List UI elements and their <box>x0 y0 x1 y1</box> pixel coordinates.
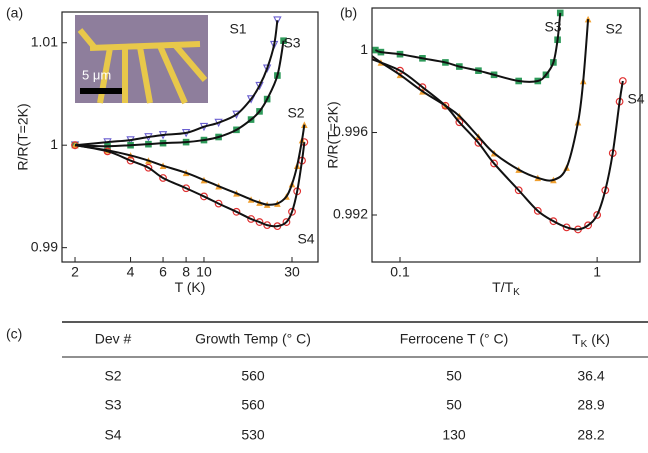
marker <box>533 206 542 215</box>
y-tick-label: 0.99 <box>31 238 58 254</box>
panel-label: (c) <box>6 326 22 342</box>
table-cell: 530 <box>241 427 265 443</box>
marker <box>71 141 79 149</box>
x-tick-label: 2 <box>71 264 79 280</box>
table-cell: 28.2 <box>577 427 604 443</box>
fit-line <box>74 20 279 147</box>
plot-frame <box>61 11 319 263</box>
x-tick-label: 8 <box>182 264 190 280</box>
marker <box>232 207 241 216</box>
marker <box>262 64 272 73</box>
series-label: S3 <box>283 35 300 51</box>
fit-line <box>74 124 306 206</box>
inset-image: 5 μm <box>75 15 208 105</box>
table-cell: 560 <box>241 368 265 384</box>
series-label: S4 <box>627 91 644 107</box>
header-unit: (K) <box>587 331 610 347</box>
table-header: Growth Temp (° C) <box>195 331 311 347</box>
x-tick-label: 10 <box>196 264 212 280</box>
series-label: S3 <box>544 19 561 35</box>
fit-line <box>374 12 562 83</box>
y-axis-label: R/R(T=2K) <box>325 101 341 168</box>
table-cell: S2 <box>104 368 121 384</box>
series-label: S4 <box>297 231 314 247</box>
marker <box>549 217 558 226</box>
marker <box>246 95 256 104</box>
x-tick-label: 30 <box>284 264 300 280</box>
fit-line <box>372 19 590 182</box>
series-label: S1 <box>229 21 246 37</box>
header-main: T <box>572 331 581 347</box>
marker <box>255 218 264 226</box>
table-cell: 28.9 <box>577 397 604 413</box>
table-cell: 50 <box>446 397 462 413</box>
x-axis-label-main: T (K) <box>175 279 206 295</box>
y-tick-label: 1 <box>360 41 368 57</box>
fit-line <box>74 40 285 148</box>
x-axis-label-subscript: K <box>513 287 520 298</box>
fit-line <box>372 58 624 231</box>
y-tick-label: 1 <box>50 136 58 152</box>
plot-data <box>372 9 627 234</box>
marker <box>144 163 153 172</box>
table-cell: 50 <box>446 368 462 384</box>
marker <box>126 156 135 165</box>
y-tick-label: 0.992 <box>333 206 368 222</box>
inset-electrodes <box>77 28 208 105</box>
plot-data <box>70 16 309 231</box>
marker <box>247 215 255 223</box>
table-cell: S4 <box>104 427 121 443</box>
marker <box>288 207 296 216</box>
x-tick-label: 6 <box>159 264 167 280</box>
marker <box>593 211 602 219</box>
marker <box>474 138 483 147</box>
marker <box>159 174 167 182</box>
marker <box>584 221 593 230</box>
marker <box>514 186 523 195</box>
marker <box>584 15 592 23</box>
plot-frame <box>371 7 641 263</box>
panel-label: (a) <box>6 5 23 21</box>
table-header: TK (K) <box>572 331 610 350</box>
marker <box>282 218 291 226</box>
x-axis-label: T/TK <box>492 279 520 298</box>
marker <box>372 55 374 62</box>
series-label: S2 <box>605 21 622 37</box>
series-label: S2 <box>287 105 304 121</box>
marker <box>441 101 450 110</box>
y-tick-label: 1.01 <box>31 33 58 49</box>
table-cell: 560 <box>241 397 265 413</box>
x-tick-label: 1 <box>593 264 601 280</box>
table-cell: 36.4 <box>577 368 604 384</box>
y-tick-label: 0.996 <box>333 123 368 139</box>
marker <box>273 16 282 25</box>
marker <box>455 118 464 127</box>
table-header: Dev # <box>95 331 132 347</box>
y-axis-label: R/R(T=2K) <box>15 103 31 170</box>
table-cell: S3 <box>104 397 121 413</box>
scale-bar <box>80 88 122 94</box>
table-cell: 130 <box>442 427 466 443</box>
x-axis-label-main: T/T <box>492 279 513 295</box>
marker <box>200 192 208 201</box>
x-tick-label: 4 <box>127 264 135 280</box>
scale-label: 5 μm <box>82 67 111 82</box>
marker <box>214 199 223 208</box>
panel-label: (b) <box>340 5 357 21</box>
x-tick-label: 0.1 <box>390 264 410 280</box>
marker <box>255 81 264 91</box>
marker <box>490 159 498 168</box>
fit-line <box>74 141 306 228</box>
header-subscript: K <box>581 339 588 350</box>
marker <box>182 184 190 193</box>
x-axis-label: T (K) <box>175 279 206 295</box>
table-header: Ferrocene T (° C) <box>400 331 509 347</box>
